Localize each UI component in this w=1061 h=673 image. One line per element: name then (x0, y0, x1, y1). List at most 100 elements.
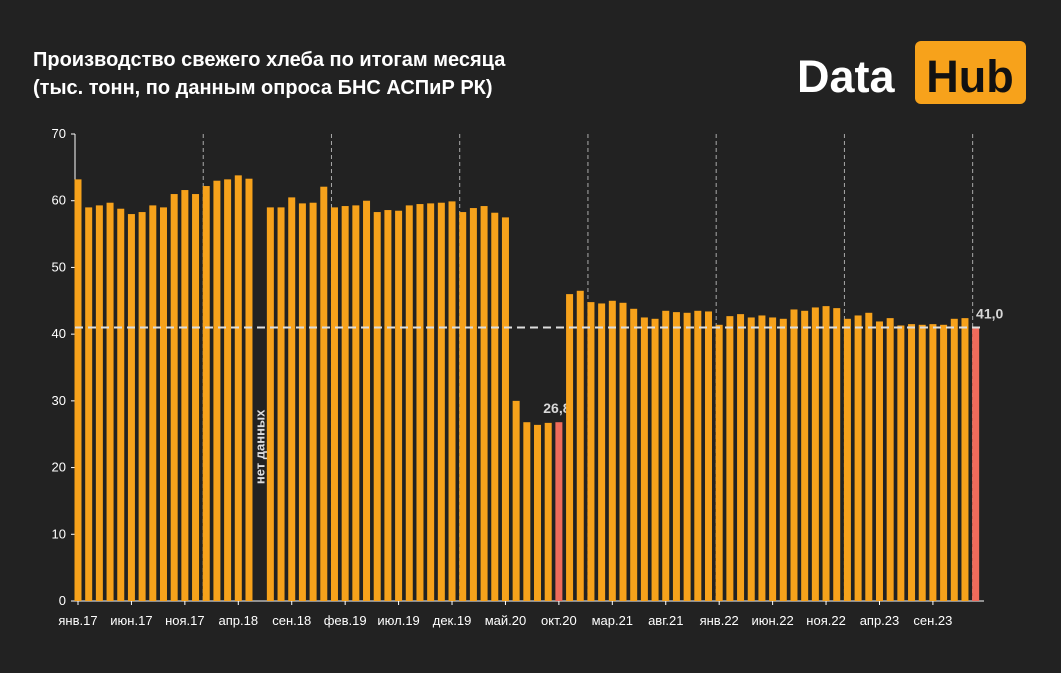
bar (159, 207, 167, 601)
bar (245, 178, 253, 601)
bar (811, 307, 819, 601)
x-tick-label: дек.19 (433, 613, 472, 628)
bar (619, 302, 627, 601)
bar (523, 422, 531, 601)
bar (544, 422, 552, 601)
bar (726, 316, 734, 601)
x-tick-label: янв.17 (58, 613, 97, 628)
bar (181, 190, 189, 602)
bar (972, 327, 980, 601)
bar (747, 317, 755, 601)
bar (363, 200, 371, 601)
bar (395, 210, 403, 601)
bar (480, 206, 488, 601)
bar (779, 318, 787, 601)
bar (961, 318, 969, 601)
bar (555, 422, 563, 601)
bar (608, 300, 616, 601)
bar (427, 203, 435, 601)
x-tick-label: сен.18 (272, 613, 311, 628)
logo-text: Data (797, 51, 896, 102)
bar (170, 194, 178, 602)
bar (630, 308, 638, 601)
bar (651, 318, 659, 601)
bar (501, 217, 509, 601)
bar (352, 205, 360, 602)
bar (266, 207, 274, 601)
x-tick-label: мар.21 (592, 613, 633, 628)
bar (566, 294, 574, 601)
annotation: нет данных (253, 409, 268, 484)
bar (512, 400, 520, 601)
bar (138, 212, 146, 601)
x-tick-label: май.20 (485, 613, 527, 628)
bar (576, 290, 584, 601)
bar (277, 207, 285, 601)
bar (127, 214, 135, 602)
bar (886, 318, 894, 601)
bar (298, 203, 306, 601)
bar (801, 310, 809, 601)
y-tick-label: 10 (52, 526, 66, 541)
y-tick-label: 30 (52, 393, 66, 408)
bar (715, 324, 723, 601)
bar (662, 310, 670, 601)
bar (234, 175, 242, 601)
bar (202, 186, 210, 601)
bar (106, 202, 114, 602)
bar (598, 303, 606, 601)
value-label: 41,0 (976, 305, 1003, 321)
bar (918, 324, 926, 601)
bar (843, 318, 851, 601)
y-tick-label: 20 (52, 460, 66, 475)
bar (309, 202, 317, 602)
logo-box (915, 41, 1026, 104)
bar (405, 205, 413, 602)
bar (683, 312, 691, 601)
x-tick-label: сен.23 (913, 613, 952, 628)
y-tick-label: 40 (52, 326, 66, 341)
y-tick-label: 60 (52, 193, 66, 208)
bar (875, 321, 883, 601)
bar (320, 186, 328, 601)
x-tick-label: янв.22 (700, 613, 739, 628)
bar (908, 324, 916, 601)
x-tick-label: окт.20 (541, 613, 577, 628)
bar (790, 309, 798, 601)
chart-title: Производство свежего хлеба по итогам мес… (33, 49, 506, 71)
bar (940, 324, 948, 601)
y-tick-label: 0 (59, 593, 66, 608)
bar (437, 202, 445, 602)
x-tick-label: фев.19 (324, 613, 367, 628)
bar (534, 424, 542, 601)
chart-subtitle: (тыс. тонн, по данным опроса БНС АСПиР Р… (33, 77, 493, 99)
x-tick-label: июн.22 (751, 613, 793, 628)
bar (213, 180, 221, 601)
x-tick-label: авг.21 (648, 613, 683, 628)
bar (224, 179, 232, 601)
x-tick-label: ноя.17 (165, 613, 205, 628)
bar (865, 312, 873, 601)
bar (491, 212, 499, 602)
bar (192, 194, 200, 602)
bar (704, 311, 712, 601)
x-tick-label: апр.18 (219, 613, 259, 628)
bar (448, 201, 456, 602)
bar (341, 206, 349, 601)
bar (672, 312, 680, 601)
y-tick-label: 70 (52, 126, 66, 141)
bar (737, 314, 745, 601)
bar (95, 205, 103, 602)
bar (149, 205, 157, 602)
bar (117, 208, 125, 601)
bar (459, 212, 467, 601)
bar (950, 318, 958, 601)
value-label: 26,8 (543, 400, 570, 416)
bar (640, 317, 648, 601)
bar (694, 310, 702, 601)
bar (833, 308, 841, 601)
bar (897, 325, 905, 601)
bar (373, 212, 381, 601)
bar (587, 302, 595, 601)
